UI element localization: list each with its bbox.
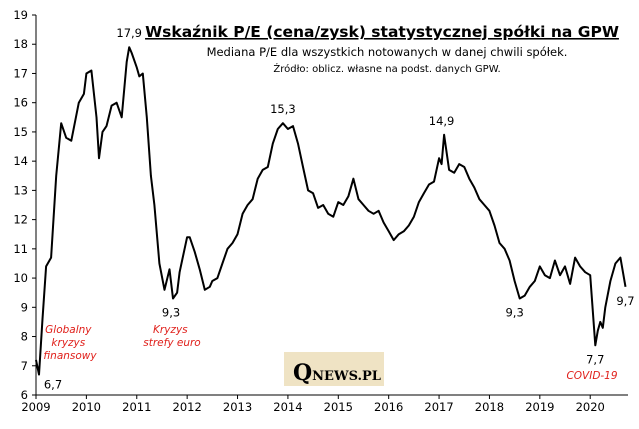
x-tick-label: 2018: [475, 400, 504, 414]
y-tick-label: 10: [13, 271, 28, 285]
x-tick-label: 2014: [273, 400, 302, 414]
pe-median-line: [35, 46, 627, 376]
qnews-logo: QNEWS.PL: [284, 352, 384, 386]
x-tick-label: 2017: [424, 400, 453, 414]
value-label: 6,7: [44, 378, 62, 392]
annotation-euro-crisis: Kryzys strefy euro: [143, 324, 200, 349]
x-tick-label: 2020: [576, 400, 605, 414]
y-tick-label: 14: [13, 154, 28, 168]
value-label: 7,7: [586, 352, 604, 366]
y-tick-label: 9: [21, 300, 28, 314]
annotation-covid: COVID-19: [566, 370, 617, 382]
chart-title: Wskaźnik P/E (cena/zysk) statystycznej s…: [145, 23, 619, 41]
value-label: 14,9: [429, 114, 455, 128]
x-tick-label: 2011: [122, 400, 151, 414]
value-label: 9,7: [616, 294, 634, 308]
y-tick-label: 8: [21, 330, 28, 344]
chart-subtitle: Mediana P/E dla wszystkich notowanych w …: [207, 45, 568, 59]
chart-source: Źródło: oblicz. własne na podst. danych …: [273, 62, 500, 75]
x-tick-label: 2016: [374, 400, 403, 414]
x-tick-label: 2015: [324, 400, 353, 414]
y-tick-label: 18: [13, 37, 28, 51]
x-axis-ticks: 2009 2010 2011 2012 2013 2014 2015 2016 2017 2018…: [21, 395, 605, 414]
y-tick-label: 17: [13, 66, 28, 80]
value-label: 9,3: [505, 306, 523, 320]
y-tick-label: 19: [13, 8, 28, 22]
y-tick-label: 11: [13, 242, 28, 256]
y-tick-label: 7: [21, 359, 28, 373]
y-axis-ticks: 6 7 8 9 10 11 12 13 14 15 16 17 18 19: [13, 8, 36, 402]
x-tick-label: 2009: [21, 400, 50, 414]
y-tick-label: 15: [13, 125, 28, 139]
x-tick-label: 2013: [223, 400, 252, 414]
y-tick-label: 6: [21, 388, 28, 402]
value-labels: 6,7 17,9 9,3 15,3 14,9 9,3 7,7 9,7: [44, 26, 635, 391]
value-label: 15,3: [270, 102, 296, 116]
annotation-global-crisis: Globalny kryzys finansowy: [43, 324, 97, 362]
x-tick-label: 2019: [525, 400, 554, 414]
x-tick-label: 2012: [173, 400, 202, 414]
value-label: 17,9: [116, 26, 142, 40]
y-tick-label: 12: [13, 213, 28, 227]
x-tick-label: 2010: [72, 400, 101, 414]
value-label: 9,3: [162, 306, 180, 320]
axes: [35, 15, 628, 396]
y-tick-label: 16: [13, 96, 28, 110]
svg-text:QNEWS.PL: QNEWS.PL: [293, 360, 381, 386]
y-tick-label: 13: [13, 183, 28, 197]
